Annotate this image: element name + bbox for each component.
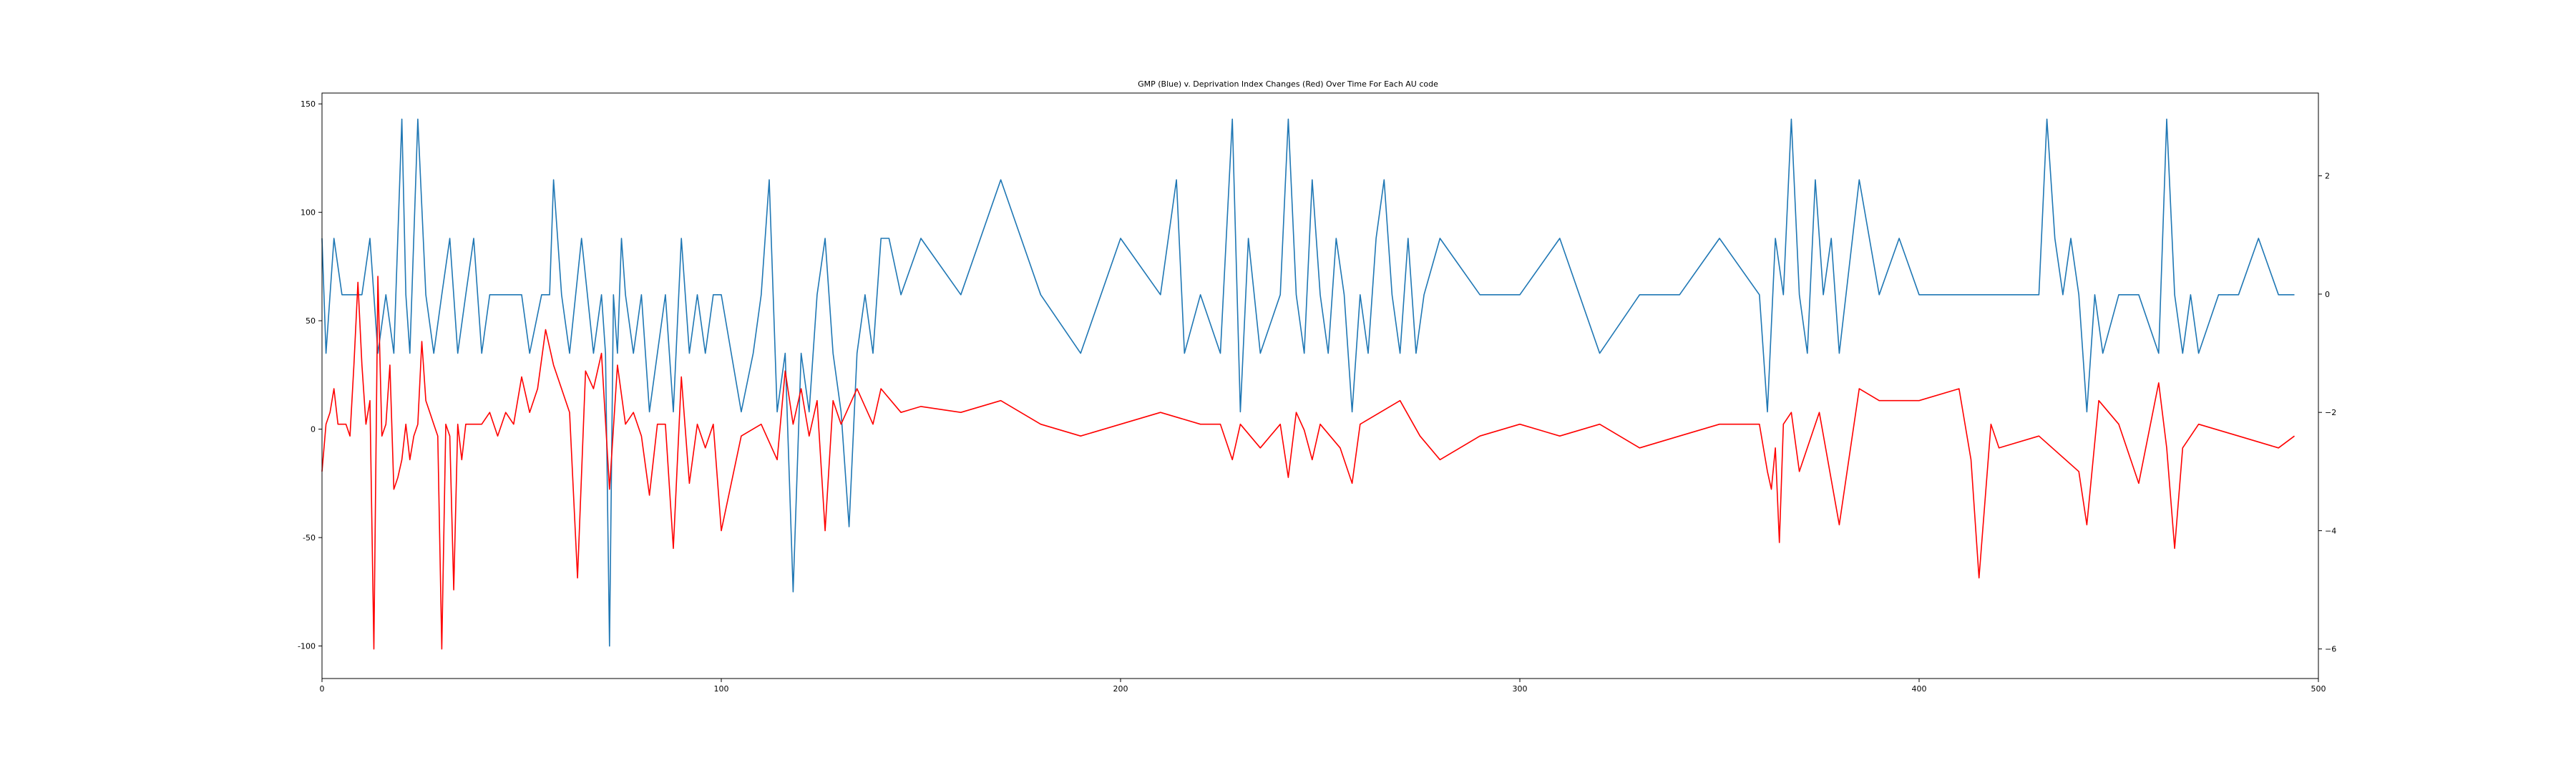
y-right-tick-label: −2 (2325, 408, 2336, 417)
series-line-blue (321, 118, 2295, 647)
x-tick-label: 100 (714, 684, 729, 694)
y-left-tick-label: -100 (298, 642, 316, 651)
chart-title: GMP (Blue) v. Deprivation Index Changes … (1138, 79, 1438, 89)
y-left-tick-label: 0 (311, 425, 316, 434)
x-tick-label: 400 (1912, 684, 1927, 694)
y-right-tick-label: −4 (2325, 526, 2336, 535)
y-left-tick-label: -50 (303, 533, 316, 543)
plot-area-frame (321, 92, 2319, 679)
y-right-tick-label: 2 (2325, 172, 2330, 181)
x-tick-label: 200 (1113, 684, 1128, 694)
y-right-tick-label: −6 (2325, 645, 2336, 654)
y-left-tick-label: 50 (306, 316, 316, 326)
x-tick-label: 300 (1513, 684, 1528, 694)
y-left-tick-label: 150 (301, 99, 316, 109)
y-left-tick-label: 100 (301, 208, 316, 218)
x-tick-label: 500 (2311, 684, 2326, 694)
y-right-tick-label: 0 (2325, 290, 2330, 299)
series-layer (321, 118, 2295, 650)
ticks-layer: 0 100 200 300 400 500 -100 -50 0 50 100 150 −6 −4 −2 0 2 (298, 99, 2336, 694)
series-line-red (321, 276, 2295, 650)
x-tick-label: 0 (320, 684, 325, 694)
